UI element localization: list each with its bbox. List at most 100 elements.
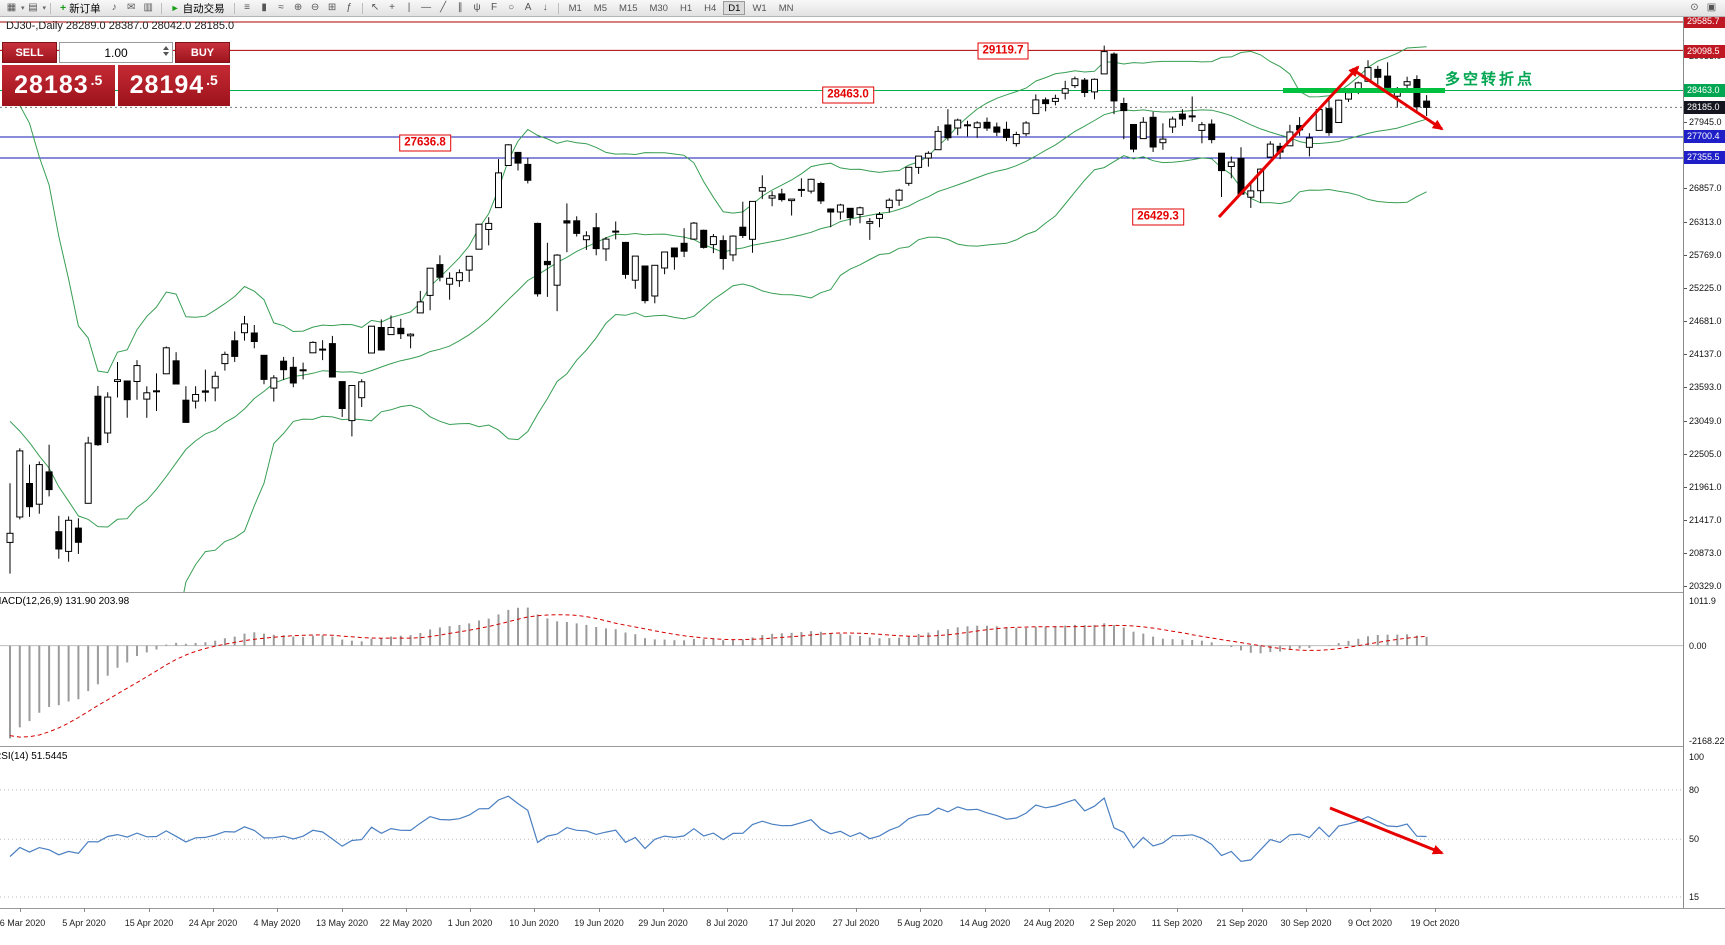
pitchfork-icon[interactable]: ψ xyxy=(473,2,481,13)
macd-panel[interactable] xyxy=(0,593,1683,746)
time-axis[interactable]: 26 Mar 2020 5 Apr 2020 15 Apr 2020 24 Apr 2… xyxy=(0,908,1683,936)
price-tick: 24681.0 xyxy=(1689,316,1722,326)
vertical-line-icon[interactable]: | xyxy=(407,2,411,13)
zoom-in-icon[interactable]: ⊕ xyxy=(293,2,303,13)
volume-up-icon[interactable] xyxy=(163,46,169,50)
price-tick: 21961.0 xyxy=(1689,482,1722,492)
tf-button-M15[interactable]: M15 xyxy=(619,3,638,14)
indicators-icon[interactable]: ƒ xyxy=(346,2,352,13)
tf-button-M1[interactable]: M1 xyxy=(568,3,582,14)
axis-tickmark xyxy=(1684,553,1687,554)
date-tickmark xyxy=(1049,908,1050,912)
date-label: 22 May 2020 xyxy=(379,918,433,928)
volume-down-icon[interactable] xyxy=(163,52,169,56)
one-click-trading-panel: SELL 1.00 BUY 28183 .5 28194 .5 xyxy=(2,42,230,106)
candlestick-chart-icon[interactable]: ▮ xyxy=(261,2,267,13)
peak-price-label[interactable]: 29119.7 xyxy=(977,42,1029,60)
channel-icon[interactable]: ∥ xyxy=(457,2,463,13)
trend-arrow xyxy=(1217,65,1360,219)
date-tickmark xyxy=(1177,908,1178,912)
tf-button-M5[interactable]: M5 xyxy=(593,3,607,14)
tf-button-H1[interactable]: H1 xyxy=(679,3,693,14)
axis-tickmark xyxy=(1684,354,1687,355)
toolbar-separator xyxy=(361,2,363,14)
blue-level-label[interactable]: 27636.8 xyxy=(399,134,451,152)
swing-low-label[interactable]: 26429.3 xyxy=(1132,208,1184,226)
candlestick-series xyxy=(6,45,1431,574)
date-tickmark xyxy=(663,908,664,912)
date-label: 5 Apr 2020 xyxy=(62,918,106,928)
bid-price[interactable]: 28183 .5 xyxy=(2,65,115,106)
price-axis[interactable]: 29577.029033.028489.027945.027401.026857… xyxy=(1683,15,1725,908)
symbol-ohlc-header: DJ30-,Daily 28289.0 28387.0 28042.0 2818… xyxy=(6,20,235,32)
date-tickmark xyxy=(792,908,793,912)
autotrading-button[interactable]: ► 自动交易 xyxy=(166,1,230,16)
rsi-panel[interactable] xyxy=(0,747,1683,908)
date-label: 27 Jul 2020 xyxy=(832,918,880,928)
macd-label: MACD(12,26,9) 131.90 203.98 xyxy=(0,596,130,607)
profiles-icon[interactable]: ▤ xyxy=(28,2,38,13)
crosshair-icon[interactable]: + xyxy=(389,2,396,13)
panel-splitter[interactable] xyxy=(0,746,1725,747)
price-tick: 26313.0 xyxy=(1689,217,1722,227)
date-tickmark xyxy=(277,908,278,912)
rsi-axis-tick: 80 xyxy=(1689,785,1700,795)
trendline-icon[interactable]: ╱ xyxy=(440,2,447,13)
date-label: 8 Jul 2020 xyxy=(706,918,748,928)
toolbar-right-icons: ⊙ ▣ xyxy=(1686,1,1720,15)
price-tick: 23593.0 xyxy=(1689,382,1722,392)
charts-window-icon-dropdown[interactable]: ▾ xyxy=(21,5,25,12)
profiles-icon-dropdown[interactable]: ▾ xyxy=(42,5,47,12)
tf-button-H4[interactable]: H4 xyxy=(704,3,717,14)
volume-stepper[interactable]: 1.00 xyxy=(59,42,173,63)
cursor-icon[interactable]: ↖ xyxy=(370,2,380,13)
search-icon[interactable]: ⊙ xyxy=(1690,2,1699,13)
charts-window-icon[interactable]: ▦ xyxy=(6,2,17,13)
date-tickmark xyxy=(727,908,728,912)
date-label: 15 Apr 2020 xyxy=(124,918,174,928)
date-label: 13 May 2020 xyxy=(315,918,369,928)
date-label: 24 Aug 2020 xyxy=(1023,918,1075,928)
shapes-icon[interactable]: ○ xyxy=(508,2,515,13)
green-level-label[interactable]: 28463.0 xyxy=(822,86,874,104)
date-tickmark xyxy=(470,908,471,912)
rsi-axis-tick: 50 xyxy=(1689,834,1700,844)
turning-point-note[interactable]: 多空转折点 xyxy=(1445,71,1536,88)
rsi-trend-arrow xyxy=(1329,806,1444,855)
text-icon[interactable]: A xyxy=(524,2,532,13)
new-order-label: 新订单 xyxy=(69,2,101,15)
axis-tickmark xyxy=(1684,454,1687,455)
horizontal-line-icon[interactable]: ― xyxy=(421,2,432,13)
axis-tickmark xyxy=(1684,122,1687,123)
main-chart[interactable] xyxy=(0,17,1683,592)
ask-price[interactable]: 28194 .5 xyxy=(117,65,230,106)
date-tickmark xyxy=(985,908,986,912)
mailbox-icon[interactable]: ✉ xyxy=(126,2,136,13)
tf-button-M30[interactable]: M30 xyxy=(649,3,668,14)
panel-splitter[interactable] xyxy=(0,592,1725,593)
macd-histogram xyxy=(9,607,1428,739)
alerts-icon[interactable]: ♪ xyxy=(111,2,117,13)
arrow-tool-icon[interactable]: ↓ xyxy=(542,2,548,13)
new-order-button[interactable]: + 新订单 xyxy=(55,1,106,16)
axis-tickmark xyxy=(1684,487,1687,488)
tf-button-D1[interactable]: D1 xyxy=(723,1,746,15)
line-chart-icon[interactable]: ≈ xyxy=(278,2,284,13)
bar-chart-icon[interactable]: ≡ xyxy=(244,2,251,13)
sell-button[interactable]: SELL xyxy=(2,42,57,63)
tf-button-MN[interactable]: MN xyxy=(778,3,794,14)
trend-arrow xyxy=(1351,67,1444,131)
layout-icon[interactable]: ▣ xyxy=(1706,2,1717,13)
buy-button[interactable]: BUY xyxy=(175,42,230,63)
tile-windows-icon[interactable]: ⊞ xyxy=(327,2,337,13)
axis-tickmark xyxy=(1684,387,1687,388)
tf-button-W1[interactable]: W1 xyxy=(752,3,767,14)
price-tick: 26857.0 xyxy=(1689,183,1722,193)
news-icon[interactable]: ▥ xyxy=(143,2,153,13)
zoom-out-icon[interactable]: ⊖ xyxy=(310,2,320,13)
window-icons-group: ▦ ▾ ▤ ▾ xyxy=(3,1,46,15)
fibonacci-icon[interactable]: F xyxy=(491,2,498,13)
date-tickmark xyxy=(599,908,600,912)
date-tickmark xyxy=(1435,908,1436,912)
